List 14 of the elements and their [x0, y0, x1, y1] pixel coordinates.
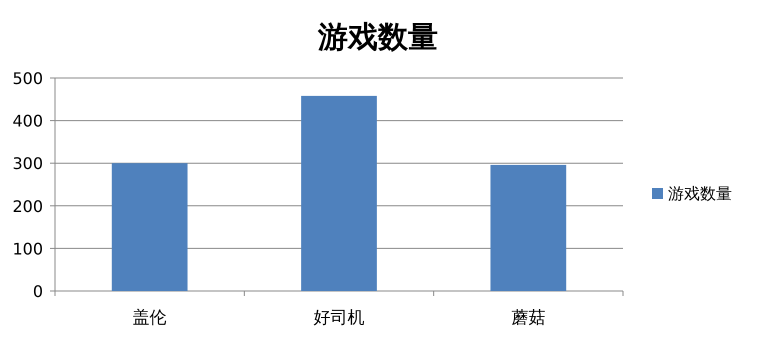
legend-label: 游戏数量: [668, 184, 732, 203]
y-tick-label: 300: [12, 154, 43, 174]
y-tick-label: 200: [12, 196, 43, 216]
x-tick-label: 蘑菇: [511, 308, 546, 328]
bar: [301, 96, 377, 291]
y-tick-label: 0: [32, 282, 43, 301]
y-tick-label: 500: [12, 69, 43, 88]
x-tick-label: 好司机: [314, 308, 364, 328]
y-tick-label: 100: [12, 239, 43, 258]
y-tick-label: 400: [12, 112, 43, 131]
bar: [112, 163, 188, 291]
chart-title: 游戏数量: [317, 20, 438, 55]
bar: [490, 164, 566, 291]
x-tick-label: 盖伦: [132, 308, 167, 328]
